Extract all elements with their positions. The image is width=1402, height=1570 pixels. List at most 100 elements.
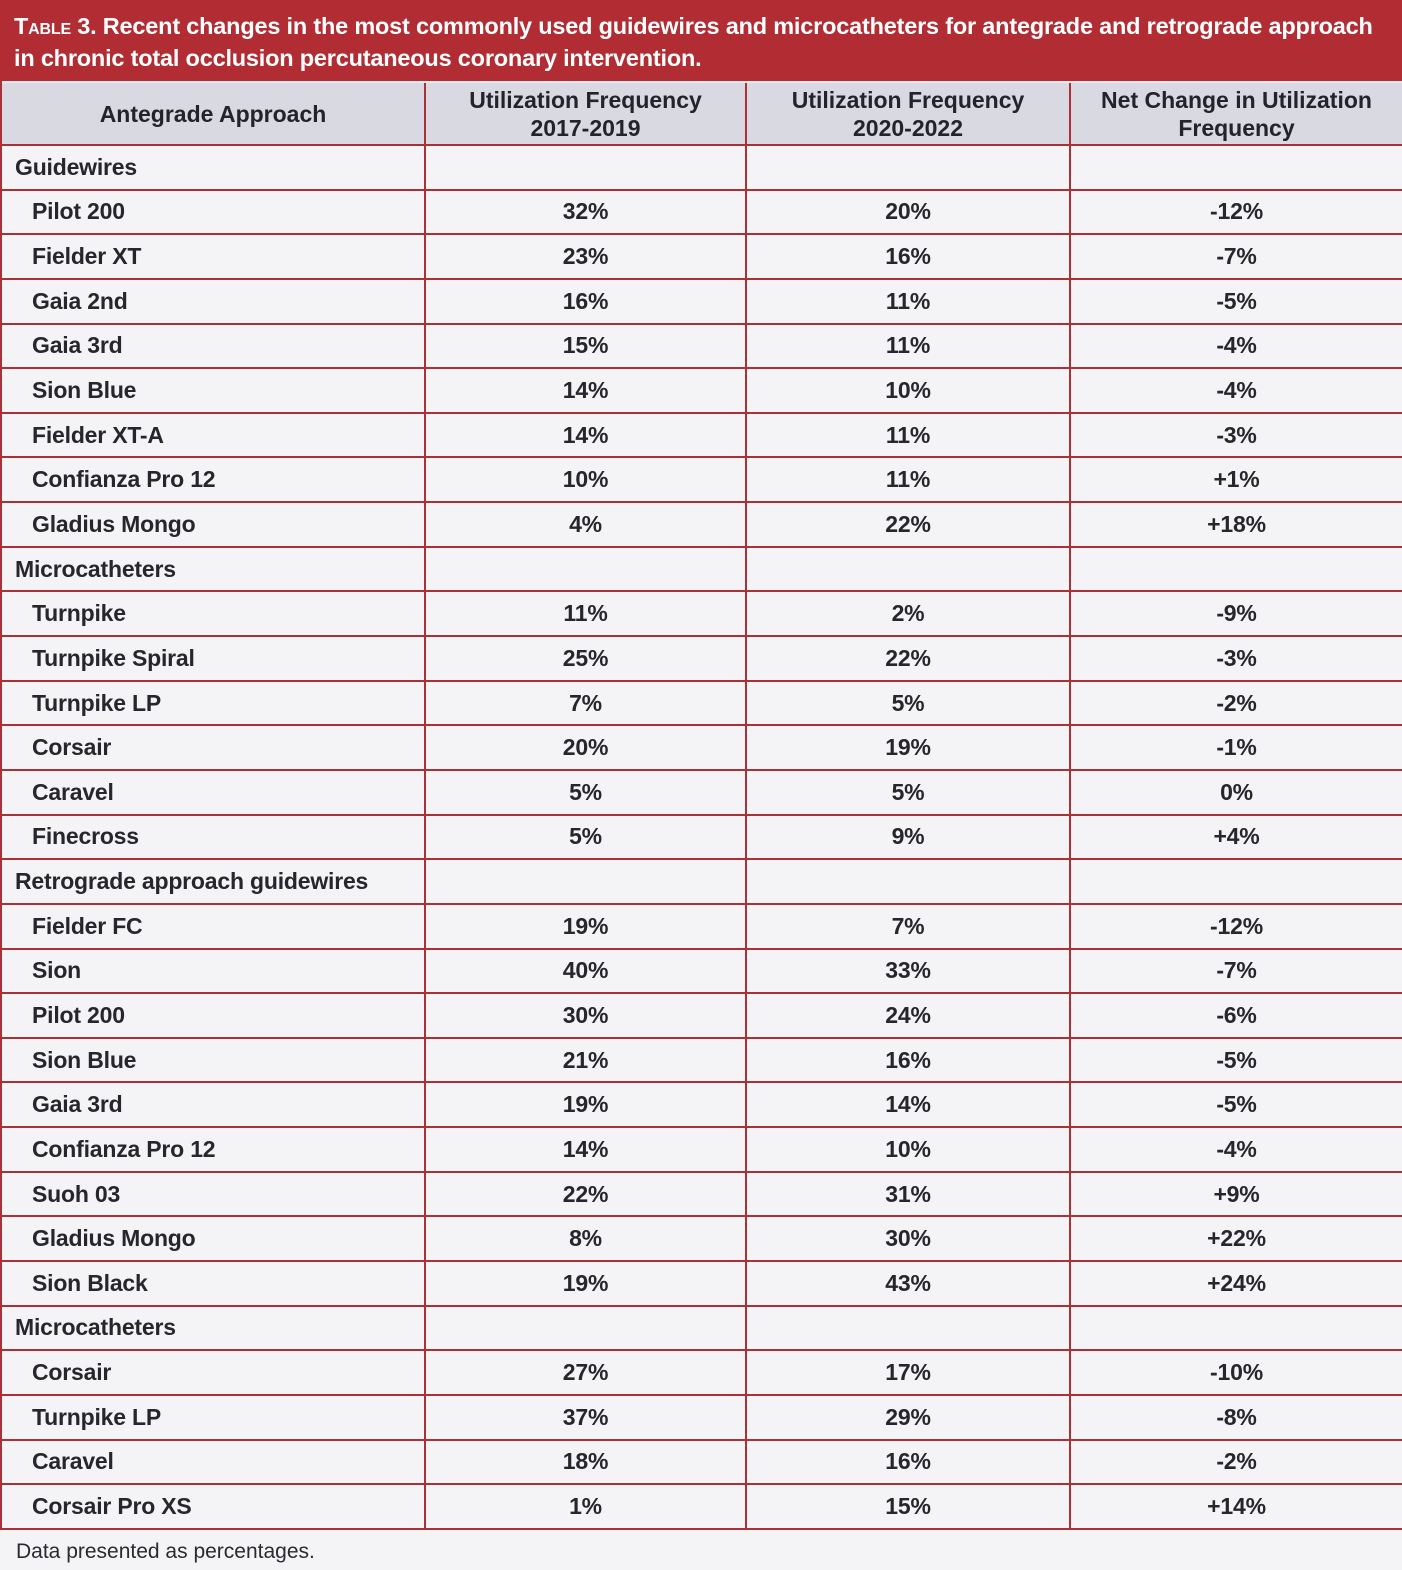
column-header-row: Antegrade Approach Utilization Frequency… — [2, 81, 1402, 144]
utilization-2020-2022-cell: 19% — [745, 726, 1069, 769]
table-body: Guidewires Pilot 200 32% 20% -12% Fielde… — [2, 144, 1402, 1528]
utilization-2017-2019-cell — [424, 860, 745, 903]
row-label: Sion — [32, 957, 82, 984]
row-label: Microcatheters — [15, 1314, 176, 1341]
row-label: Pilot 200 — [32, 198, 125, 225]
row-label: Guidewires — [15, 153, 137, 180]
row-label: Pilot 200 — [32, 1001, 125, 1028]
table-row: Retrograde approach guidewires — [2, 858, 1402, 903]
utilization-2020-2022-cell: 11% — [745, 413, 1069, 457]
utilization-2020-2022-cell: 29% — [745, 1395, 1069, 1439]
column-header-line2: 2020-2022 — [853, 114, 963, 141]
column-header-line1: Utilization Frequency — [469, 86, 702, 113]
net-change-cell: -8% — [1069, 1395, 1402, 1439]
utilization-2017-2019-cell: 5% — [424, 815, 745, 859]
utilization-2020-2022-cell: 11% — [745, 324, 1069, 368]
row-label: Turnpike LP — [32, 689, 161, 716]
utilization-2020-2022-cell — [745, 547, 1069, 591]
utilization-2020-2022-cell — [745, 1306, 1069, 1350]
net-change-cell: -2% — [1069, 1440, 1402, 1484]
utilization-2017-2019-cell: 25% — [424, 637, 745, 680]
utilization-2020-2022-cell: 9% — [745, 815, 1069, 859]
utilization-2017-2019-cell: 32% — [424, 190, 745, 234]
table-row: Pilot 200 32% 20% -12% — [2, 188, 1402, 234]
row-label: Sion Black — [32, 1269, 148, 1296]
utilization-2020-2022-cell: 43% — [745, 1262, 1069, 1305]
net-change-cell: -12% — [1069, 904, 1402, 948]
utilization-2017-2019-cell: 23% — [424, 235, 745, 278]
column-header-antegrade-approach: Antegrade Approach — [2, 83, 424, 144]
table-row: Sion Black 19% 43% +24% — [2, 1260, 1402, 1305]
row-label: Turnpike LP — [32, 1403, 161, 1430]
net-change-cell: +14% — [1069, 1485, 1402, 1528]
utilization-2017-2019-cell: 1% — [424, 1485, 745, 1528]
row-label: Turnpike — [32, 600, 126, 627]
table-row: Gaia 3rd 19% 14% -5% — [2, 1081, 1402, 1127]
net-change-cell: -1% — [1069, 726, 1402, 769]
column-header-line2: Frequency — [1178, 114, 1295, 141]
row-label: Fielder FC — [32, 912, 143, 939]
net-change-cell: -5% — [1069, 1083, 1402, 1127]
net-change-cell: +24% — [1069, 1262, 1402, 1305]
net-change-cell: +9% — [1069, 1172, 1402, 1216]
row-label: Gaia 3rd — [32, 1091, 123, 1118]
net-change-cell: -4% — [1069, 1128, 1402, 1171]
utilization-2017-2019-cell: 19% — [424, 904, 745, 948]
utilization-2020-2022-cell: 17% — [745, 1351, 1069, 1394]
net-change-cell: -2% — [1069, 681, 1402, 725]
row-label: Suoh 03 — [32, 1180, 121, 1207]
table-row: Turnpike 11% 2% -9% — [2, 590, 1402, 636]
utilization-2020-2022-cell: 16% — [745, 1440, 1069, 1484]
row-label: Gladius Mongo — [32, 1225, 196, 1252]
row-label: Confianza Pro 12 — [32, 466, 216, 493]
net-change-cell — [1069, 1306, 1402, 1350]
net-change-cell: -7% — [1069, 235, 1402, 278]
row-label: Sion Blue — [32, 1046, 137, 1073]
utilization-2017-2019-cell: 27% — [424, 1351, 745, 1394]
row-label: Fielder XT-A — [32, 421, 164, 448]
table-row: Caravel 18% 16% -2% — [2, 1438, 1402, 1484]
utilization-2020-2022-cell: 16% — [745, 1038, 1069, 1082]
row-label: Sion Blue — [32, 377, 137, 404]
row-label: Fielder XT — [32, 243, 142, 270]
utilization-2017-2019-cell: 7% — [424, 681, 745, 725]
net-change-cell: 0% — [1069, 770, 1402, 814]
table-row: Turnpike LP 7% 5% -2% — [2, 679, 1402, 725]
row-label: Finecross — [32, 823, 139, 850]
table-row: Sion Blue 14% 10% -4% — [2, 367, 1402, 412]
utilization-2017-2019-cell: 30% — [424, 994, 745, 1037]
net-change-cell — [1069, 860, 1402, 903]
column-header-line1: Utilization Frequency — [791, 86, 1025, 113]
utilization-2017-2019-cell — [424, 547, 745, 591]
row-label: Turnpike Spiral — [32, 644, 195, 671]
table-title: Table 3. Recent changes in the most comm… — [0, 0, 1402, 81]
utilization-2017-2019-cell: 19% — [424, 1083, 745, 1127]
net-change-cell: +18% — [1069, 503, 1402, 546]
utilization-2020-2022-cell: 14% — [745, 1083, 1069, 1127]
table-row: Guidewires — [2, 144, 1402, 189]
row-label: Microcatheters — [15, 555, 176, 582]
table-row: Turnpike LP 37% 29% -8% — [2, 1393, 1402, 1439]
row-label: Gladius Mongo — [32, 510, 196, 537]
table-row: Gladius Mongo 8% 30% +22% — [2, 1215, 1402, 1261]
row-label: Corsair — [32, 734, 112, 761]
utilization-2017-2019-cell — [424, 146, 745, 189]
utilization-2020-2022-cell: 15% — [745, 1485, 1069, 1528]
table-row: Gaia 2nd 16% 11% -5% — [2, 277, 1402, 323]
table-row: Fielder FC 19% 7% -12% — [2, 902, 1402, 948]
net-change-cell: -12% — [1069, 190, 1402, 234]
utilization-2017-2019-cell: 4% — [424, 503, 745, 546]
table-row: Finecross 5% 9% +4% — [2, 813, 1402, 859]
column-header-utilization-2017-2019: Utilization Frequency 2017-2019 — [424, 83, 745, 144]
row-label: Gaia 3rd — [32, 332, 123, 359]
utilization-2020-2022-cell: 33% — [745, 949, 1069, 993]
utilization-2017-2019-cell: 14% — [424, 369, 745, 412]
table-number-label: Table 3. — [14, 13, 97, 39]
utilization-2020-2022-cell: 22% — [745, 637, 1069, 680]
net-change-cell: -10% — [1069, 1351, 1402, 1394]
utilization-2017-2019-cell: 5% — [424, 770, 745, 814]
utilization-2017-2019-cell: 19% — [424, 1262, 745, 1305]
utilization-2017-2019-cell: 15% — [424, 324, 745, 368]
table-row: Gaia 3rd 15% 11% -4% — [2, 322, 1402, 368]
utilization-2020-2022-cell: 16% — [745, 235, 1069, 278]
